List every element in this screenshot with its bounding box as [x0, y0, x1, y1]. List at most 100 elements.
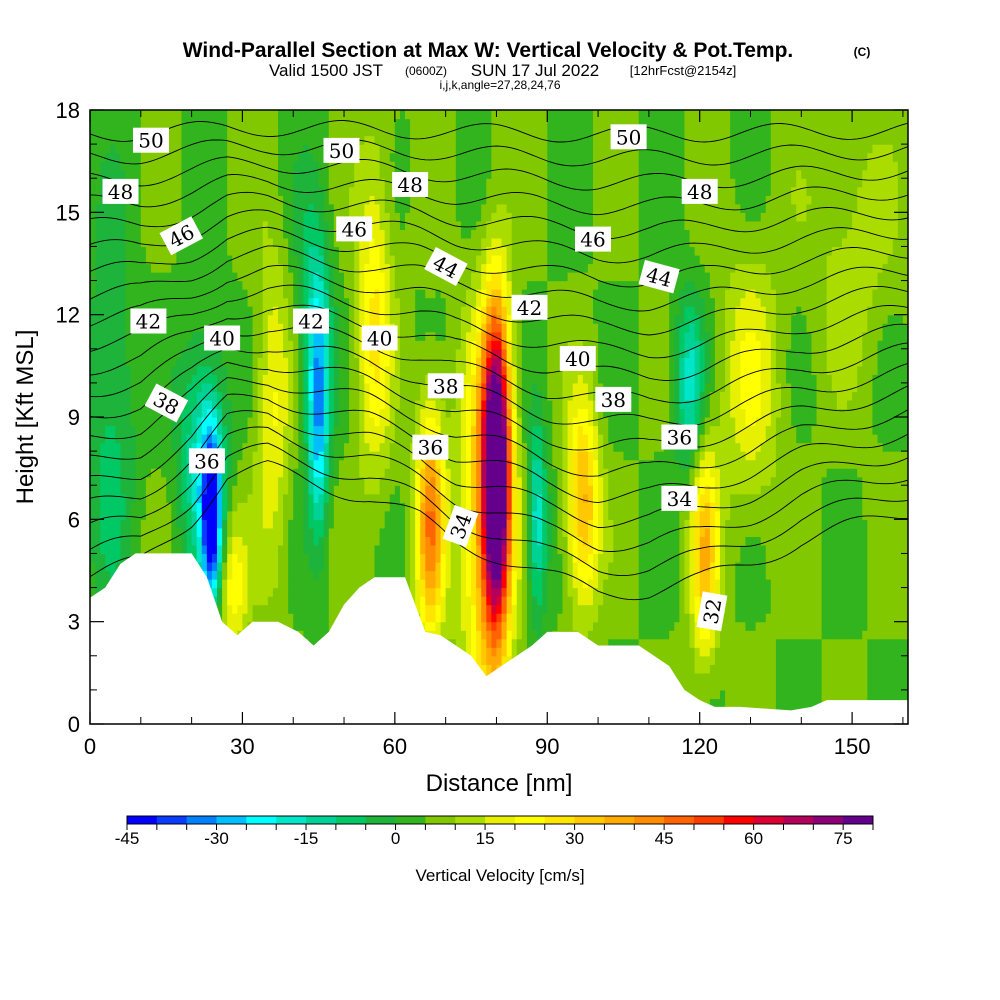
velocity-cell	[435, 297, 442, 307]
velocity-cell	[247, 161, 254, 171]
velocity-cell	[206, 314, 213, 324]
velocity-cell	[374, 468, 381, 478]
velocity-cell	[156, 417, 162, 427]
velocity-cell	[252, 144, 259, 154]
velocity-cell	[283, 399, 289, 410]
velocity-cell	[186, 331, 193, 341]
velocity-cell	[247, 127, 254, 137]
velocity-cell	[196, 374, 203, 384]
velocity-cell	[318, 510, 325, 520]
velocity-cell	[201, 161, 208, 171]
velocity-cell	[379, 229, 386, 239]
velocity-cell	[110, 161, 116, 171]
velocity-cell	[389, 442, 396, 452]
velocity-cell	[125, 527, 132, 537]
velocity-cell	[181, 127, 188, 137]
velocity-cell	[217, 544, 223, 555]
velocity-cell	[374, 169, 381, 179]
velocity-cell	[298, 544, 304, 555]
velocity-cell	[364, 135, 371, 145]
velocity-cell	[211, 161, 218, 171]
velocity-cell	[374, 110, 381, 120]
velocity-cell	[379, 357, 386, 367]
velocity-cell	[211, 195, 218, 205]
velocity-cell	[389, 485, 396, 495]
velocity-cell	[211, 502, 218, 512]
velocity-cell	[252, 357, 259, 367]
velocity-cell	[191, 331, 198, 341]
velocity-cell	[430, 570, 437, 580]
velocity-cell	[425, 596, 432, 606]
velocity-cell	[333, 340, 340, 350]
velocity-cell	[277, 587, 284, 597]
velocity-cell	[166, 417, 172, 427]
velocity-cell	[227, 246, 233, 256]
velocity-cell	[120, 425, 127, 435]
velocity-cell	[384, 280, 391, 290]
velocity-cell	[389, 365, 396, 375]
velocity-cell	[242, 314, 249, 324]
velocity-cell	[384, 289, 391, 299]
velocity-cell	[196, 485, 203, 495]
velocity-cell	[247, 152, 254, 162]
velocity-cell	[308, 280, 315, 290]
velocity-cell	[206, 391, 213, 401]
velocity-cell	[135, 220, 142, 230]
velocity-cell	[344, 579, 350, 589]
velocity-cell	[354, 331, 360, 341]
velocity-cell	[359, 442, 365, 452]
velocity-cell	[374, 152, 381, 162]
velocity-cell	[257, 485, 264, 495]
velocity-cell	[140, 527, 147, 537]
velocity-cell	[242, 306, 249, 316]
velocity-cell	[262, 357, 269, 367]
velocity-cell	[227, 570, 233, 580]
velocity-cell	[283, 561, 289, 572]
velocity-cell	[313, 408, 320, 418]
velocity-cell	[211, 306, 218, 316]
velocity-cell	[384, 519, 391, 529]
velocity-cell	[262, 485, 269, 495]
velocity-cell	[405, 272, 411, 282]
velocity-cell	[277, 613, 284, 623]
velocity-cell	[140, 408, 147, 418]
velocity-cell	[318, 399, 325, 410]
velocity-cell	[196, 510, 203, 520]
velocity-cell	[211, 425, 218, 435]
velocity-cell	[359, 417, 365, 427]
velocity-cell	[191, 254, 198, 265]
velocity-cell	[267, 169, 274, 179]
velocity-cell	[135, 331, 142, 341]
velocity-cell	[384, 195, 391, 205]
velocity-cell	[247, 442, 254, 452]
velocity-cell	[120, 246, 127, 256]
velocity-cell	[145, 357, 152, 367]
velocity-cell	[90, 417, 96, 427]
velocity-cell	[237, 127, 244, 137]
velocity-cell	[140, 510, 147, 520]
velocity-cell	[227, 178, 233, 188]
velocity-cell	[267, 203, 274, 213]
velocity-cell	[389, 544, 396, 555]
velocity-cell	[364, 237, 371, 248]
velocity-cell	[120, 399, 127, 410]
velocity-cell	[359, 203, 365, 213]
velocity-cell	[176, 544, 183, 555]
velocity-cell	[379, 246, 386, 256]
velocity-cell	[140, 212, 147, 222]
velocity-cell	[252, 306, 259, 316]
velocity-cell	[262, 579, 269, 589]
velocity-cell	[272, 391, 279, 401]
velocity-cell	[166, 485, 172, 495]
velocity-cell	[349, 536, 355, 546]
velocity-cell	[288, 152, 294, 162]
velocity-cell	[415, 527, 421, 537]
velocity-cell	[410, 203, 416, 213]
velocity-cell	[288, 587, 294, 597]
velocity-cell	[100, 306, 106, 316]
velocity-cell	[262, 331, 269, 341]
velocity-cell	[272, 340, 279, 350]
velocity-cell	[166, 135, 172, 145]
velocity-cell	[267, 374, 274, 384]
velocity-cell	[95, 399, 101, 410]
